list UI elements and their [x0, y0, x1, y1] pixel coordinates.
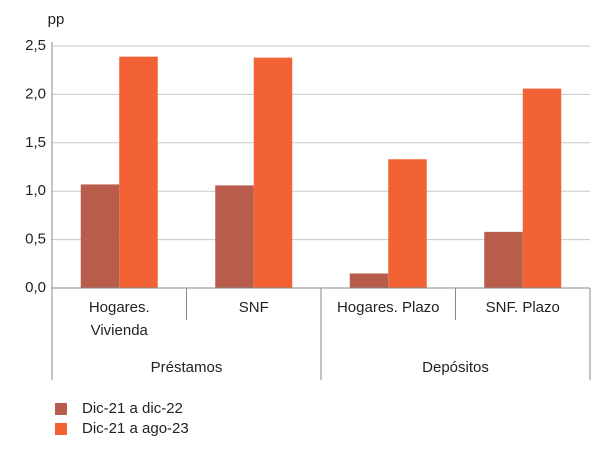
x-tick-label: Vivienda	[91, 322, 149, 339]
x-tick-label: Hogares.	[89, 299, 150, 316]
bar	[522, 88, 562, 288]
legend-label: Dic-21 a dic-22	[82, 400, 183, 417]
bar	[388, 159, 427, 288]
group-label: Préstamos	[151, 359, 223, 376]
bar	[349, 273, 389, 288]
group-label: Depósitos	[422, 359, 489, 376]
bar	[119, 56, 158, 289]
x-tick-label: SNF. Plazo	[486, 299, 560, 316]
bar	[215, 185, 254, 288]
y-axis-label: pp	[48, 11, 65, 28]
legend-swatch	[55, 403, 67, 415]
y-tick-label: 2,5	[25, 37, 46, 54]
y-tick-label: 0,5	[25, 231, 46, 248]
bar	[80, 184, 120, 288]
y-tick-label: 2,0	[25, 85, 46, 102]
x-tick-label: Hogares. Plazo	[337, 299, 440, 316]
legend-label: Dic-21 a ago-23	[82, 420, 189, 437]
bar	[253, 57, 293, 289]
bar	[484, 231, 523, 288]
legend-swatch	[55, 423, 67, 435]
x-tick-label: SNF	[239, 299, 269, 316]
y-tick-label: 1,5	[25, 134, 46, 151]
y-tick-label: 1,0	[25, 182, 46, 199]
y-tick-label: 0,0	[25, 279, 46, 296]
